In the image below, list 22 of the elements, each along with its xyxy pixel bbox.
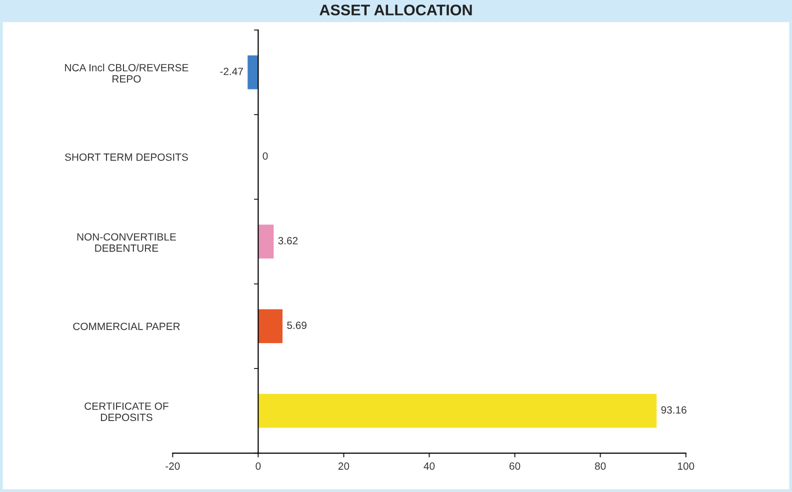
x-tick-label: 20	[338, 462, 350, 470]
data-label: 0	[262, 152, 268, 160]
x-tick-label: 100	[678, 462, 694, 470]
chart-title: ASSET ALLOCATION	[320, 4, 472, 16]
x-tick-label: 80	[594, 462, 606, 470]
data-label: -2.47	[220, 68, 243, 76]
bar	[258, 394, 657, 428]
bar	[258, 224, 274, 258]
data-label: 3.62	[278, 236, 298, 244]
data-label: 5.69	[287, 322, 306, 329]
y-tick-label: COMMERCIAL PAPER	[73, 322, 180, 330]
x-tick-label: -20	[166, 462, 180, 470]
y-tick-label: CERTIFICATE OF DEPOSITS	[84, 402, 168, 422]
bar	[248, 55, 258, 90]
x-tick-label: 60	[510, 462, 520, 470]
y-tick-label: SHORT TERM DEPOSITS	[65, 153, 188, 161]
x-tick-label: 40	[424, 462, 435, 470]
y-tick-label: NON-CONVERTIBLE DEBENTURE	[77, 233, 176, 252]
bar	[258, 309, 283, 344]
data-label: 93.16	[661, 406, 686, 414]
y-tick-label: NCA Incl CBLO/REVERSE REPO	[65, 64, 188, 83]
x-tick-label: 0	[256, 462, 261, 470]
